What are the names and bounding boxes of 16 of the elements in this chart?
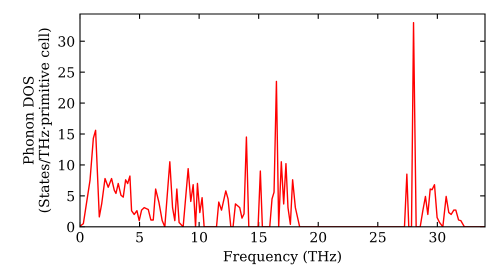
x-tick-label: 10 bbox=[192, 232, 208, 242]
x-tick-label: 15 bbox=[252, 232, 266, 242]
x-tick-label: 25 bbox=[370, 232, 386, 242]
y-axis-title: Phonon DOS (States/THz·primitive cell) bbox=[22, 28, 52, 212]
y-tick-label: 5 bbox=[67, 191, 74, 202]
x-tick-label: 5 bbox=[136, 232, 143, 242]
y-tick-label: 25 bbox=[58, 67, 74, 78]
y-tick-label: 30 bbox=[58, 36, 74, 47]
x-tick-label: 30 bbox=[430, 232, 446, 242]
x-axis-title: Frequency (THz) bbox=[224, 250, 341, 264]
y-tick-label: 15 bbox=[59, 128, 74, 140]
x-tick-label: 20 bbox=[310, 232, 326, 242]
y-tick-label: 10 bbox=[59, 160, 74, 170]
y-tick-label: 20 bbox=[58, 98, 74, 109]
y-tick-label: 0 bbox=[67, 222, 74, 232]
x-tick-label: 0 bbox=[76, 232, 84, 242]
